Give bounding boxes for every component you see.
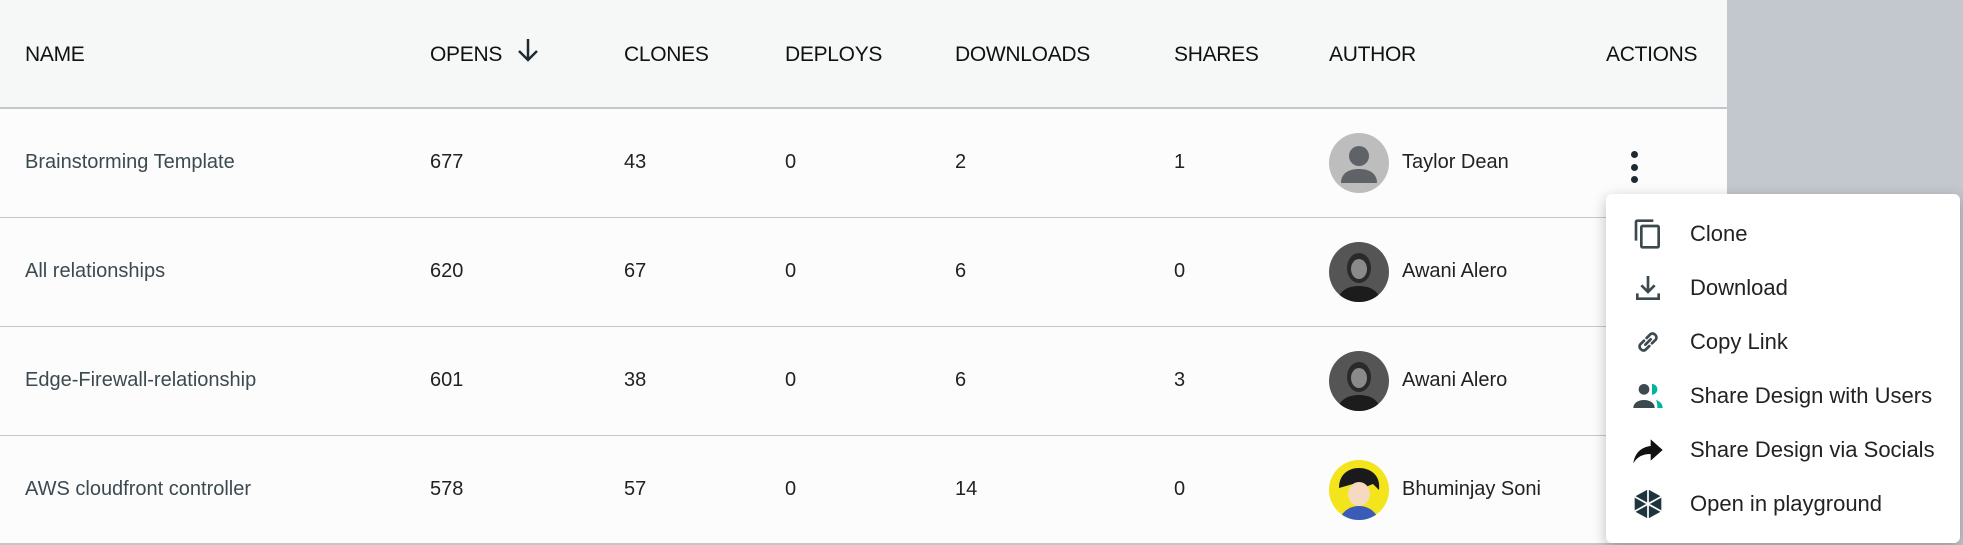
avatar — [1329, 133, 1389, 193]
avatar — [1329, 242, 1389, 302]
menu-item-copy-link[interactable]: Copy Link — [1606, 315, 1960, 369]
cell-deploys: 0 — [785, 260, 797, 282]
menu-item-download[interactable]: Download — [1606, 261, 1960, 315]
cell-name[interactable]: Brainstorming Template — [25, 151, 235, 173]
menu-item-share-users[interactable]: Share Design with Users — [1606, 369, 1960, 423]
cell-opens: 677 — [430, 151, 464, 173]
author-name: Taylor Dean — [1402, 151, 1509, 173]
author-name: Awani Alero — [1402, 369, 1508, 391]
cell-downloads: 2 — [955, 151, 967, 173]
column-header-opens[interactable]: OPENS — [430, 43, 503, 66]
cell-downloads: 14 — [955, 478, 978, 500]
more-actions-icon[interactable] — [1628, 151, 1640, 183]
menu-item-share-socials[interactable]: Share Design via Socials — [1606, 423, 1960, 477]
column-header-author: AUTHOR — [1329, 43, 1416, 66]
cell-clones: 67 — [624, 260, 647, 282]
cell-shares: 1 — [1174, 151, 1186, 173]
designs-table: NAME OPENS CLONES DEPLOYS DOWNLOADS SHAR… — [0, 0, 1727, 545]
table-row[interactable]: Edge-Firewall-relationship 601 38 0 6 3 Awani … — [0, 327, 1727, 436]
cell-opens: 601 — [430, 369, 464, 391]
cell-shares: 0 — [1174, 478, 1186, 500]
cell-name[interactable]: AWS cloudfront controller — [25, 478, 252, 500]
author-name: Bhuminjay Soni — [1402, 478, 1541, 500]
share-arrow-icon — [1633, 439, 1663, 464]
column-header-clones[interactable]: CLONES — [624, 43, 709, 66]
table-row[interactable]: AWS cloudfront controller 578 57 0 14 0 Bhumin… — [0, 436, 1727, 545]
cell-clones: 43 — [624, 151, 647, 173]
table-row[interactable]: All relationships 620 67 0 6 0 Awani Alero — [0, 218, 1727, 327]
column-header-downloads[interactable]: DOWNLOADS — [955, 43, 1090, 66]
table-header: NAME OPENS CLONES DEPLOYS DOWNLOADS SHAR… — [0, 0, 1727, 109]
actions-menu: Clone Download Copy Link Share Design wi… — [1606, 194, 1960, 543]
cell-downloads: 6 — [955, 260, 967, 282]
link-icon — [1638, 332, 1658, 352]
arrow-down-icon[interactable] — [516, 36, 540, 64]
copy-icon — [1634, 219, 1660, 249]
cell-downloads: 6 — [955, 369, 967, 391]
column-header-shares[interactable]: SHARES — [1174, 43, 1259, 66]
column-header-deploys[interactable]: DEPLOYS — [785, 43, 883, 66]
cell-deploys: 0 — [785, 478, 797, 500]
download-icon — [1636, 276, 1660, 300]
cell-deploys: 0 — [785, 369, 797, 391]
avatar — [1329, 351, 1389, 411]
cell-deploys: 0 — [785, 151, 797, 173]
cell-shares: 3 — [1174, 369, 1186, 391]
playground-icon — [1634, 489, 1662, 519]
cell-opens: 620 — [430, 260, 464, 282]
menu-item-open-playground[interactable]: Open in playground — [1606, 477, 1960, 531]
menu-item-clone[interactable]: Clone — [1606, 207, 1960, 261]
cell-clones: 57 — [624, 478, 647, 500]
avatar — [1329, 460, 1389, 520]
cell-name[interactable]: Edge-Firewall-relationship — [25, 369, 257, 391]
cell-name[interactable]: All relationships — [25, 260, 166, 282]
cell-shares: 0 — [1174, 260, 1186, 282]
column-header-name[interactable]: NAME — [25, 43, 85, 66]
column-header-actions: ACTIONS — [1606, 43, 1698, 66]
users-icon — [1633, 384, 1663, 408]
cell-clones: 38 — [624, 369, 647, 391]
cell-opens: 578 — [430, 478, 464, 500]
table-row[interactable]: Brainstorming Template 677 43 0 2 1 Taylor Dea… — [0, 109, 1727, 218]
author-name: Awani Alero — [1402, 260, 1508, 282]
